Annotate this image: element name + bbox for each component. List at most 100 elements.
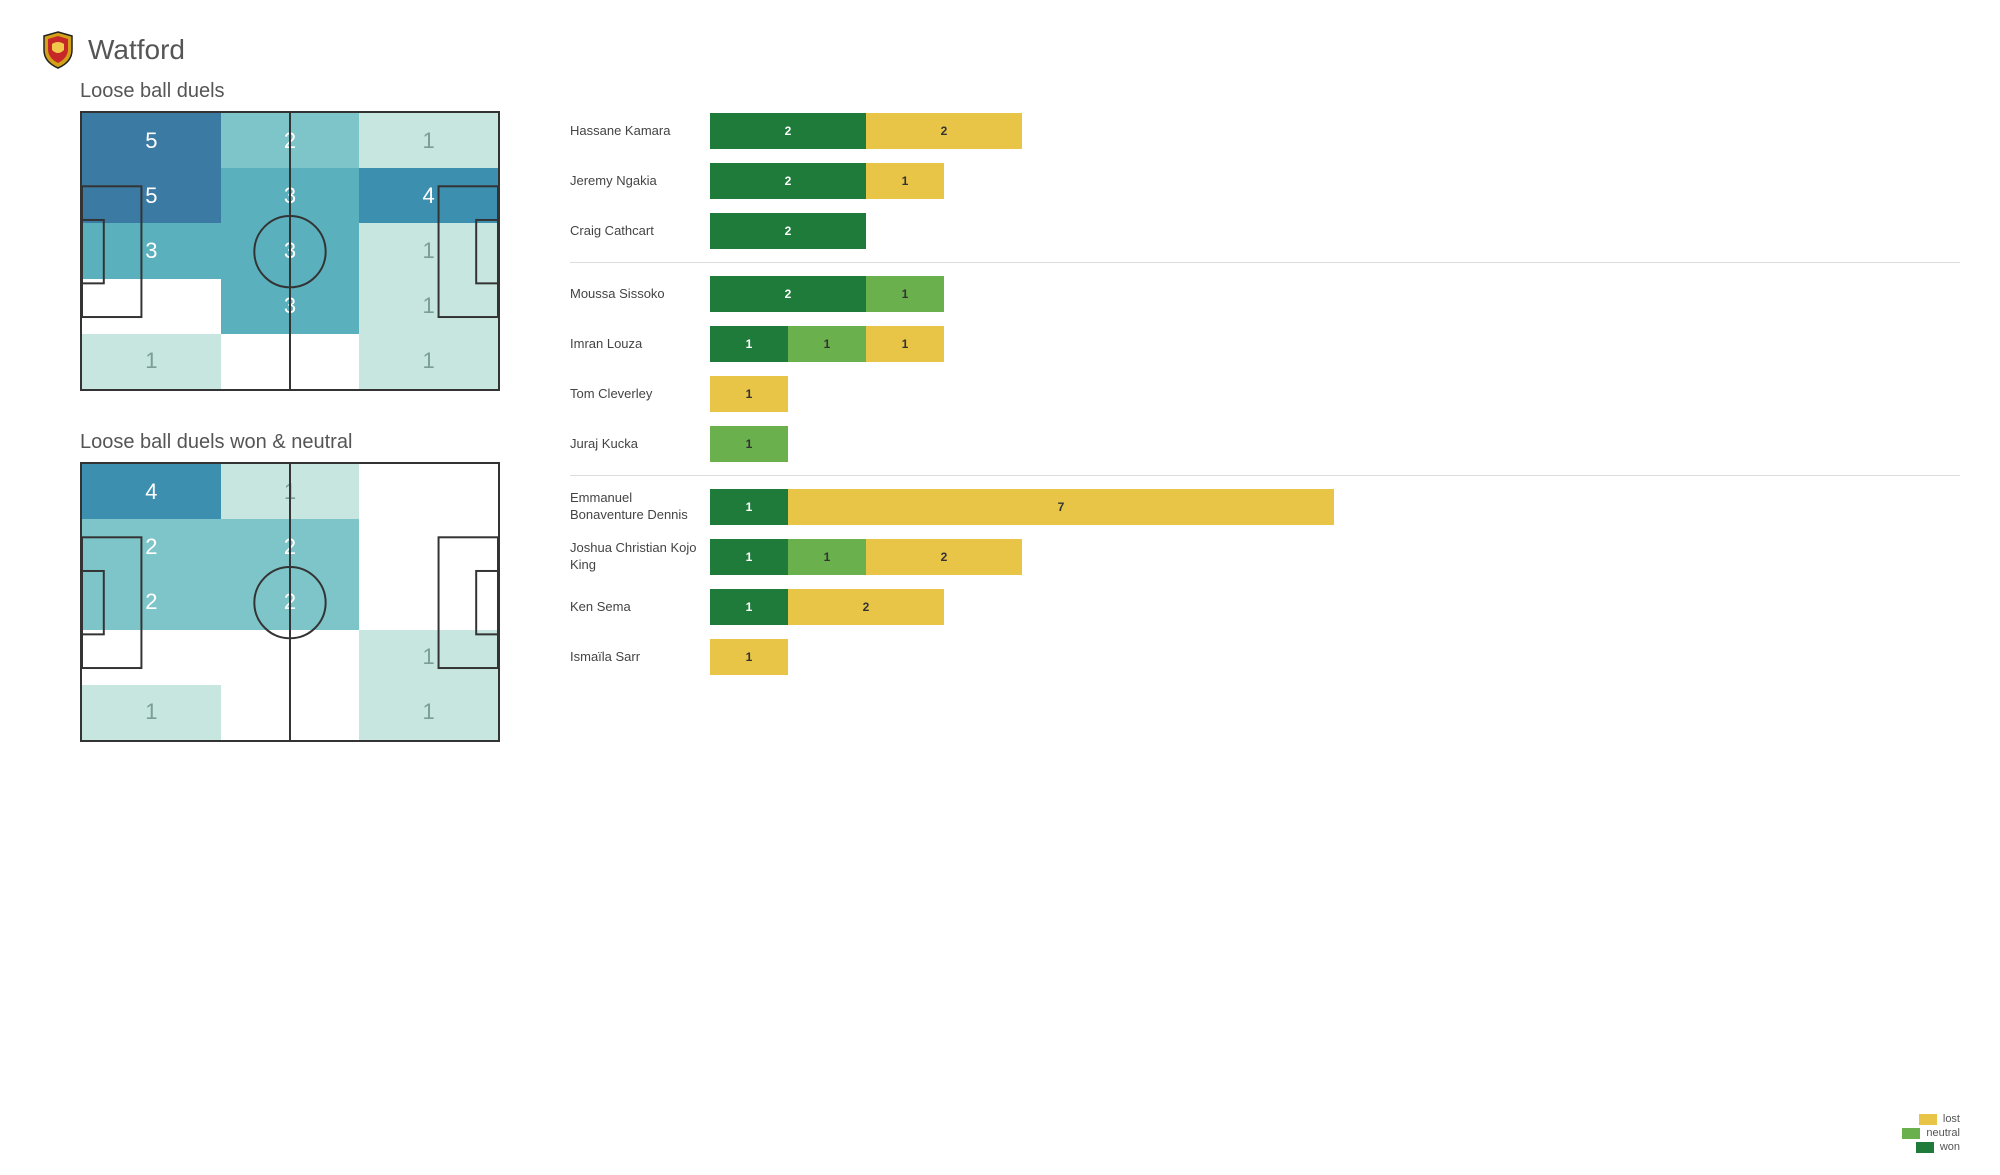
bar-segment-neutral: 1 xyxy=(710,426,788,462)
bar-segment-neutral: 1 xyxy=(788,326,866,362)
team-name: Watford xyxy=(88,34,185,66)
bar-track: 1 xyxy=(710,426,1960,462)
bar-segment-lost: 1 xyxy=(710,376,788,412)
legend-label: neutral xyxy=(1926,1127,1960,1139)
player-name: Ismaïla Sarr xyxy=(570,649,710,666)
pitch-cell: 1 xyxy=(359,685,498,740)
player-name: Ken Sema xyxy=(570,599,710,616)
legend: lost neutral won xyxy=(1902,1113,1960,1155)
pitch-cell xyxy=(82,630,221,685)
pitch-cell: 2 xyxy=(82,574,221,629)
bar-segment-won: 2 xyxy=(710,276,866,312)
pitch-grid: 412222111 xyxy=(82,464,498,740)
bar-track: 21 xyxy=(710,163,1960,199)
bar-segment-lost: 7 xyxy=(788,489,1334,525)
pitch-section: Loose ball duels5215343313111 xyxy=(80,80,510,391)
bar-track: 2 xyxy=(710,213,1960,249)
bar-segment-won: 1 xyxy=(710,489,788,525)
pitch-cell: 3 xyxy=(221,168,360,223)
bar-segment-lost: 2 xyxy=(788,589,944,625)
player-name: Jeremy Ngakia xyxy=(570,173,710,190)
bar-track: 17 xyxy=(710,489,1960,525)
player-name: Tom Cleverley xyxy=(570,386,710,403)
player-row: Moussa Sissoko21 xyxy=(570,269,1960,319)
pitch-cell: 2 xyxy=(221,519,360,574)
legend-swatch xyxy=(1902,1128,1920,1139)
pitch-cell: 1 xyxy=(82,334,221,389)
pitch-heatmap: 5215343313111 xyxy=(80,111,500,391)
pitch-cell: 5 xyxy=(82,168,221,223)
bar-track: 112 xyxy=(710,539,1960,575)
player-row: Tom Cleverley1 xyxy=(570,369,1960,419)
pitch-cell xyxy=(221,630,360,685)
pitch-cell: 2 xyxy=(82,519,221,574)
player-name: Emmanuel Bonaventure Dennis xyxy=(570,490,710,524)
main-content: Loose ball duels5215343313111Loose ball … xyxy=(80,80,1960,782)
pitch-cell: 1 xyxy=(359,630,498,685)
bar-track: 111 xyxy=(710,326,1960,362)
bar-segment-lost: 1 xyxy=(710,639,788,675)
bar-segment-neutral: 1 xyxy=(866,276,944,312)
bar-segment-lost: 2 xyxy=(866,539,1022,575)
legend-swatch xyxy=(1919,1114,1937,1125)
bar-track: 1 xyxy=(710,639,1960,675)
bar-track: 12 xyxy=(710,589,1960,625)
player-row: Jeremy Ngakia21 xyxy=(570,156,1960,206)
player-name: Moussa Sissoko xyxy=(570,286,710,303)
player-row: Ismaïla Sarr1 xyxy=(570,632,1960,682)
bar-segment-lost: 1 xyxy=(866,326,944,362)
pitch-cell xyxy=(359,574,498,629)
player-name: Imran Louza xyxy=(570,336,710,353)
players-column: Hassane Kamara22Jeremy Ngakia21Craig Cat… xyxy=(570,80,1960,782)
player-group: Moussa Sissoko21Imran Louza111Tom Clever… xyxy=(570,262,1960,475)
legend-item: neutral xyxy=(1902,1127,1960,1139)
legend-item: lost xyxy=(1902,1113,1960,1125)
pitch-cell: 1 xyxy=(359,334,498,389)
pitch-cell: 1 xyxy=(359,279,498,334)
bar-segment-won: 2 xyxy=(710,163,866,199)
player-name: Juraj Kucka xyxy=(570,436,710,453)
player-group: Emmanuel Bonaventure Dennis17Joshua Chri… xyxy=(570,475,1960,688)
bar-track: 1 xyxy=(710,376,1960,412)
bar-track: 21 xyxy=(710,276,1960,312)
pitch-cell: 1 xyxy=(221,464,360,519)
bar-segment-won: 1 xyxy=(710,539,788,575)
bar-segment-won: 1 xyxy=(710,589,788,625)
pitch-column: Loose ball duels5215343313111Loose ball … xyxy=(80,80,510,782)
bar-segment-won: 1 xyxy=(710,326,788,362)
pitch-cell xyxy=(359,519,498,574)
player-row: Hassane Kamara22 xyxy=(570,106,1960,156)
legend-item: won xyxy=(1902,1141,1960,1153)
player-row: Ken Sema12 xyxy=(570,582,1960,632)
pitch-cell: 4 xyxy=(82,464,221,519)
pitch-title: Loose ball duels xyxy=(80,80,510,103)
bar-track: 22 xyxy=(710,113,1960,149)
player-name: Hassane Kamara xyxy=(570,123,710,140)
pitch-section: Loose ball duels won & neutral412222111 xyxy=(80,431,510,742)
pitch-grid: 5215343313111 xyxy=(82,113,498,389)
player-group: Hassane Kamara22Jeremy Ngakia21Craig Cat… xyxy=(570,100,1960,262)
bar-segment-lost: 2 xyxy=(866,113,1022,149)
team-logo-icon xyxy=(40,30,76,70)
pitch-title: Loose ball duels won & neutral xyxy=(80,431,510,454)
pitch-cell: 1 xyxy=(359,113,498,168)
player-row: Emmanuel Bonaventure Dennis17 xyxy=(570,482,1960,532)
bar-segment-won: 2 xyxy=(710,213,866,249)
pitch-cell: 3 xyxy=(82,223,221,278)
bar-segment-won: 2 xyxy=(710,113,866,149)
legend-label: lost xyxy=(1943,1113,1960,1125)
pitch-cell: 5 xyxy=(82,113,221,168)
player-row: Joshua Christian Kojo King112 xyxy=(570,532,1960,582)
pitch-cell: 3 xyxy=(221,223,360,278)
pitch-cell: 4 xyxy=(359,168,498,223)
player-name: Joshua Christian Kojo King xyxy=(570,540,710,574)
pitch-cell: 1 xyxy=(359,223,498,278)
player-name: Craig Cathcart xyxy=(570,223,710,240)
bar-segment-neutral: 1 xyxy=(788,539,866,575)
player-row: Juraj Kucka1 xyxy=(570,419,1960,469)
pitch-heatmap: 412222111 xyxy=(80,462,500,742)
pitch-cell: 1 xyxy=(82,685,221,740)
pitch-cell: 2 xyxy=(221,574,360,629)
pitch-cell xyxy=(359,464,498,519)
pitch-cell xyxy=(221,334,360,389)
